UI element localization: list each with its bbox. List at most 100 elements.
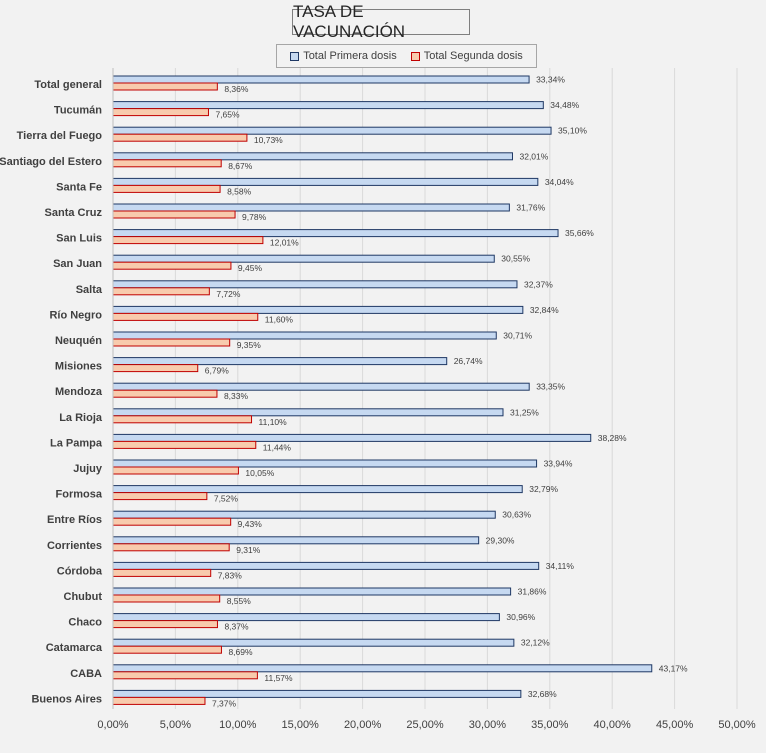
bar-segunda	[112, 568, 212, 577]
bar-segunda	[112, 440, 257, 449]
bar-segunda	[112, 108, 209, 117]
data-label-segunda: 7,72%	[216, 289, 241, 299]
data-label-segunda: 8,69%	[228, 647, 253, 657]
data-label-segunda: 10,73%	[254, 135, 283, 145]
y-category-label: Chubut	[64, 591, 103, 603]
bar-segunda	[112, 210, 236, 219]
bar-segunda	[112, 389, 218, 398]
data-label-primera: 33,35%	[536, 382, 565, 392]
bar-primera	[112, 536, 480, 545]
bar-primera	[112, 510, 496, 519]
data-label-primera: 30,96%	[506, 612, 535, 622]
y-category-label: CABA	[70, 668, 102, 680]
bar-segunda	[112, 133, 248, 142]
bar-primera	[112, 280, 518, 289]
data-label-segunda: 8,37%	[224, 622, 249, 632]
data-label-primera: 32,12%	[521, 638, 550, 648]
bar-primera	[112, 229, 559, 238]
y-category-label: Santa Fe	[56, 181, 102, 193]
data-label-segunda: 9,35%	[237, 340, 262, 350]
bar-segunda	[112, 620, 218, 629]
data-label-primera: 35,66%	[565, 228, 594, 238]
data-label-segunda: 8,58%	[227, 186, 252, 196]
y-category-label: Total general	[34, 79, 102, 91]
data-label-primera: 31,86%	[518, 587, 547, 597]
bar-primera	[112, 689, 522, 698]
y-category-label: Corrientes	[47, 540, 102, 552]
data-label-segunda: 11,10%	[259, 417, 288, 427]
data-label-segunda: 7,52%	[214, 494, 239, 504]
x-tick-label: 50,00%	[718, 719, 756, 731]
bar-segunda	[112, 671, 258, 680]
x-tick-label: 45,00%	[656, 719, 694, 731]
bar-segunda	[112, 82, 218, 91]
data-label-primera: 26,74%	[454, 356, 483, 366]
y-category-label: San Juan	[53, 258, 102, 270]
y-category-label: Córdoba	[57, 565, 103, 577]
data-label-segunda: 7,83%	[218, 570, 243, 580]
bar-primera	[112, 305, 524, 314]
data-label-primera: 30,63%	[502, 510, 531, 520]
bar-segunda	[112, 415, 253, 424]
data-label-primera: 31,25%	[510, 407, 539, 417]
y-category-label: Buenos Aires	[31, 693, 102, 705]
bar-primera	[112, 254, 495, 263]
data-label-primera: 43,17%	[659, 663, 688, 673]
y-category-label: Entre Ríos	[47, 514, 102, 526]
data-label-primera: 34,48%	[550, 100, 579, 110]
bar-segunda	[112, 287, 210, 296]
y-category-label: Río Negro	[49, 309, 102, 321]
data-label-primera: 32,68%	[528, 689, 557, 699]
y-category-label: La Pampa	[50, 437, 103, 449]
data-label-segunda: 8,67%	[228, 161, 253, 171]
x-tick-label: 35,00%	[531, 719, 569, 731]
x-tick-label: 40,00%	[594, 719, 632, 731]
bar-segunda	[112, 338, 231, 347]
bar-primera	[112, 433, 592, 442]
data-label-segunda: 9,31%	[236, 545, 261, 555]
bar-segunda	[112, 492, 208, 501]
data-label-primera: 33,34%	[536, 75, 565, 85]
y-category-label: Mendoza	[55, 386, 103, 398]
bar-primera	[112, 101, 544, 110]
data-label-segunda: 11,57%	[264, 673, 293, 683]
legend-item-primera: Total Primera dosis	[290, 50, 397, 62]
x-tick-label: 20,00%	[344, 719, 382, 731]
data-label-primera: 32,84%	[530, 305, 559, 315]
y-category-label: Santiago del Estero	[0, 156, 102, 168]
legend-swatch-primera	[290, 51, 300, 61]
y-category-label: Catamarca	[46, 642, 103, 654]
x-tick-label: 30,00%	[469, 719, 507, 731]
chart-title-text: TASA DE VACUNACIÓN	[293, 2, 406, 41]
y-category-label: San Luis	[56, 233, 102, 245]
data-label-primera: 38,28%	[598, 433, 627, 443]
data-label-segunda: 9,78%	[242, 212, 267, 222]
bar-primera	[112, 203, 510, 212]
bar-primera	[112, 152, 513, 161]
data-label-segunda: 8,33%	[224, 391, 249, 401]
bar-primera	[112, 177, 539, 186]
bar-primera	[112, 75, 530, 84]
bar-segunda	[112, 517, 232, 526]
bar-segunda	[112, 312, 259, 321]
bar-segunda	[112, 236, 264, 245]
data-label-segunda: 11,60%	[265, 314, 294, 324]
bar-primera	[112, 459, 538, 468]
bar-primera	[112, 664, 653, 673]
data-label-segunda: 8,55%	[227, 596, 252, 606]
bar-primera	[112, 638, 515, 647]
y-category-label: Chaco	[68, 617, 102, 629]
data-label-segunda: 9,45%	[238, 263, 263, 273]
bar-segunda	[112, 645, 222, 654]
data-label-segunda: 8,36%	[224, 84, 249, 94]
x-tick-label: 5,00%	[160, 719, 191, 731]
bar-primera	[112, 382, 530, 391]
data-label-segunda: 12,01%	[270, 238, 299, 248]
y-category-label: Formosa	[56, 489, 103, 501]
data-label-segunda: 7,65%	[215, 110, 240, 120]
y-category-label: Santa Cruz	[45, 207, 103, 219]
legend-swatch-segunda	[410, 51, 420, 61]
data-label-primera: 34,04%	[545, 177, 574, 187]
